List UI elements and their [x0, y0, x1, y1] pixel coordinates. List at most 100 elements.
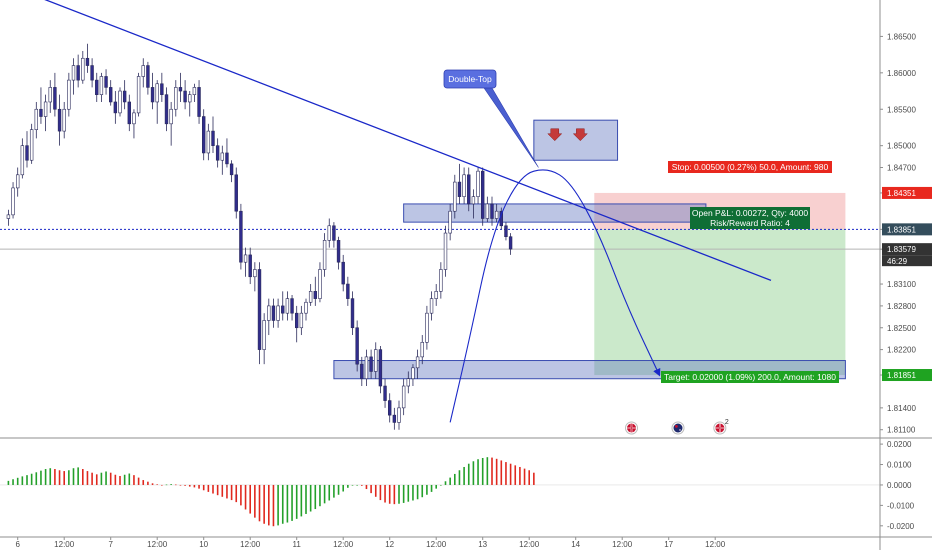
- candle: [220, 145, 224, 175]
- osc-bar: [272, 484, 275, 527]
- osc-bar: [458, 470, 461, 485]
- target-info-box[interactable]: Target: 0.02000 (1.09%) 200.0, Amount: 1…: [661, 371, 839, 383]
- time-tick-label: 10: [199, 540, 208, 549]
- open-pl-info-box[interactable]: Open P&L: 0.00272, Qty: 4000Risk/Reward …: [690, 207, 810, 229]
- osc-bar: [500, 460, 503, 485]
- price-tick-label: 1.86000: [887, 69, 916, 78]
- osc-bar: [351, 484, 354, 486]
- osc-bar: [26, 475, 28, 485]
- candle-body-down: [355, 327, 359, 365]
- candle-body-up: [48, 87, 52, 103]
- event-marker[interactable]: [625, 421, 638, 435]
- projection-arc[interactable]: [449, 169, 661, 423]
- candle: [434, 284, 438, 306]
- candle: [150, 72, 155, 110]
- candle: [71, 58, 76, 95]
- candle-body-down: [104, 76, 108, 88]
- price-tick-label: 1.86500: [887, 32, 916, 41]
- osc-bar: [379, 484, 382, 501]
- osc-bar: [328, 484, 331, 501]
- osc-bar: [449, 477, 451, 485]
- osc-bar: [491, 457, 493, 485]
- candle: [211, 116, 215, 153]
- osc-bar: [370, 484, 372, 494]
- candle-body-down: [25, 145, 29, 161]
- event-marker[interactable]: 2: [713, 419, 729, 435]
- candle-body-up: [67, 79, 71, 110]
- candle-body-up: [308, 291, 313, 303]
- osc-bar: [463, 466, 465, 485]
- osc-bar: [230, 484, 233, 501]
- candle: [294, 305, 299, 343]
- osc-bar: [128, 473, 131, 485]
- double-top-callout[interactable]: [443, 69, 497, 89]
- osc-bar: [77, 467, 79, 485]
- candle-body-down: [341, 261, 345, 285]
- osc-bar: [119, 475, 121, 485]
- resistance-box[interactable]: [533, 119, 619, 161]
- candle-body-up: [471, 196, 476, 205]
- price-label-bg: [882, 369, 932, 382]
- price-tick-label: 1.81851: [887, 371, 916, 380]
- target-info-box-text: Target: 0.02000 (1.09%) 200.0, Amount: 1…: [664, 372, 836, 382]
- osc-bar: [137, 477, 140, 485]
- stop-info-box[interactable]: Stop: 0.00500 (0.27%) 50.0, Amount: 980: [668, 161, 832, 173]
- osc-bar: [416, 484, 419, 500]
- osc-bar: [384, 484, 386, 503]
- osc-bar: [235, 484, 238, 503]
- candle: [336, 236, 341, 270]
- event-marker[interactable]: [671, 421, 685, 435]
- candle: [378, 345, 383, 394]
- candle-body-up: [174, 87, 178, 110]
- osc-bar: [323, 484, 326, 504]
- double-top-label: Double-Top: [448, 74, 492, 84]
- osc-bar: [523, 468, 526, 485]
- osc-bar: [240, 484, 242, 506]
- osc-bar: [444, 481, 447, 485]
- osc-bar: [151, 483, 154, 485]
- candle-body-down: [234, 174, 238, 212]
- osc-bar: [333, 484, 335, 498]
- candle-body-up: [155, 83, 159, 103]
- candle: [257, 262, 262, 365]
- candle-body-up: [443, 232, 448, 270]
- osc-bar: [393, 484, 396, 505]
- candle: [43, 94, 48, 132]
- candle: [95, 72, 99, 102]
- candle-body-up: [132, 112, 136, 125]
- candle: [443, 225, 448, 277]
- candle: [174, 80, 178, 117]
- candle-body-down: [127, 101, 132, 125]
- candle: [197, 80, 201, 124]
- osc-bar: [244, 484, 247, 510]
- candle-body-up: [169, 108, 173, 125]
- osc-bar: [58, 470, 61, 485]
- candle: [387, 393, 392, 423]
- candle-body-up: [401, 385, 406, 409]
- time-tick-label: 12:00: [54, 540, 75, 549]
- callout-pointer: [483, 87, 539, 168]
- candle-body-up: [29, 129, 34, 161]
- osc-bar: [161, 484, 163, 486]
- candle: [48, 80, 52, 113]
- candle-body-up: [327, 225, 331, 241]
- candle-body-up: [364, 356, 369, 380]
- candle-body-up: [62, 108, 66, 132]
- candle-body-down: [160, 83, 164, 95]
- candle-body-down: [90, 65, 94, 81]
- candle: [299, 305, 304, 336]
- time-tick-label: 12:00: [240, 540, 261, 549]
- flag-fill: [673, 423, 683, 433]
- candle-body-down: [113, 101, 118, 114]
- osc-bar: [147, 481, 149, 485]
- osc-bar: [212, 484, 214, 494]
- trendline[interactable]: [8, 0, 772, 282]
- candle-body-down: [336, 240, 341, 263]
- osc-bar: [421, 484, 424, 498]
- candle: [39, 87, 43, 124]
- candle-body-down: [350, 298, 355, 329]
- candle: [448, 203, 452, 241]
- candle: [494, 203, 499, 223]
